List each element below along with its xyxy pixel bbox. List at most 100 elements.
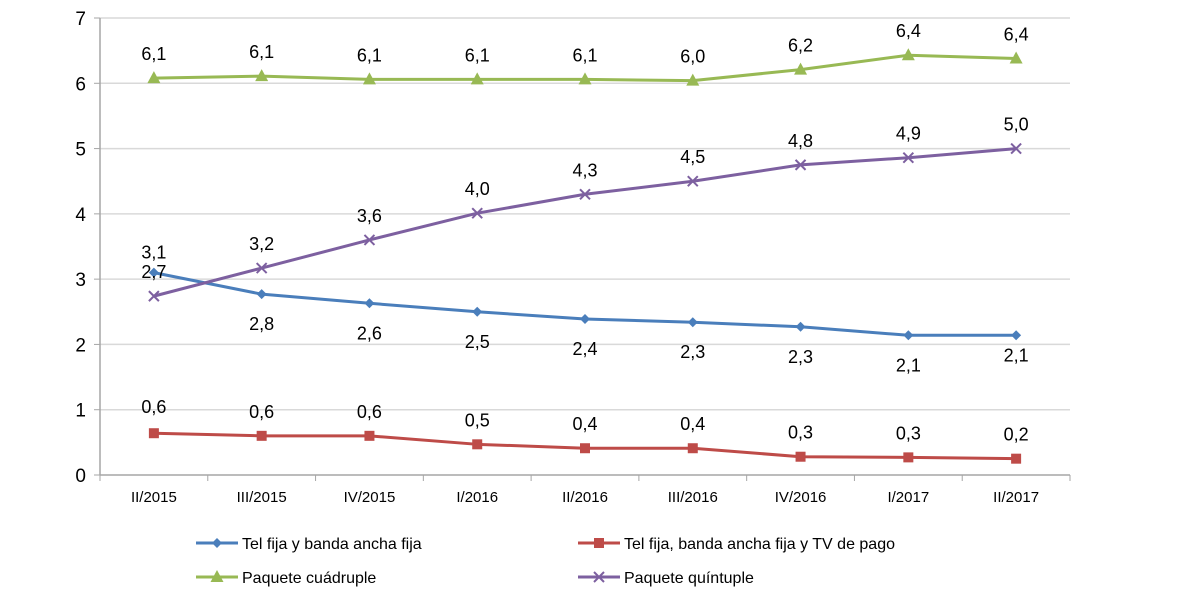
x-marker (363, 234, 376, 246)
data-label: 6,1 (357, 45, 382, 65)
x-marker (148, 290, 160, 302)
data-label: 6,1 (572, 45, 597, 65)
data-label: 4,9 (896, 124, 921, 144)
diamond-marker (687, 317, 698, 328)
data-label: 3,1 (141, 243, 166, 263)
diamond-marker (1011, 330, 1022, 341)
legend: Tel fija y banda ancha fija Tel fija, ban… (196, 536, 895, 587)
triangle-marker (147, 71, 161, 84)
data-label: 0,3 (788, 423, 813, 443)
diamond-marker (364, 298, 375, 309)
data-label: 3,2 (249, 234, 274, 254)
legend-item: Paquete quíntuple (578, 570, 754, 587)
y-tick-label: 6 (75, 74, 86, 95)
legend-item: Paquete cuádruple (196, 570, 376, 587)
data-label: 4,0 (465, 179, 490, 199)
triangle-marker (255, 69, 269, 82)
data-label: 0,3 (896, 423, 921, 443)
axes (99, 18, 1070, 476)
data-label: 2,5 (465, 332, 490, 352)
y-tick-label: 0 (75, 466, 86, 487)
y-tick-label: 5 (75, 140, 86, 161)
data-label: 2,7 (141, 262, 166, 282)
x-tick-label: I/2016 (456, 489, 498, 506)
x-tick-label: II/2017 (993, 489, 1039, 506)
data-label: 4,8 (788, 131, 813, 151)
x-marker (593, 571, 605, 583)
x-marker (902, 152, 915, 164)
x-marker (579, 188, 591, 200)
legend-label: Tel fija y banda ancha fija (242, 536, 422, 553)
x-axis-ticks: II/2015 III/2015 IV/2015 I/2016 II/2016 III/2… (99, 475, 1071, 506)
data-label: 0,4 (680, 414, 705, 434)
x-marker (794, 159, 807, 171)
series-paquete-cu-druple (147, 48, 1023, 86)
data-label: 6,1 (249, 42, 274, 62)
triangle-marker (578, 72, 592, 85)
square-marker (594, 538, 604, 548)
data-label: 2,3 (680, 342, 705, 362)
diamond-marker (472, 306, 483, 317)
x-tick-label: III/2015 (237, 489, 287, 506)
diamond-marker (580, 313, 590, 324)
legend-item: Tel fija, banda ancha fija y TV de pago (578, 536, 895, 553)
legend-label: Paquete quíntuple (624, 570, 754, 587)
data-label: 2,3 (788, 347, 813, 367)
x-tick-label: II/2015 (131, 489, 177, 506)
data-label: 4,3 (572, 160, 597, 180)
square-marker (580, 443, 590, 454)
x-tick-label: IV/2015 (344, 489, 396, 506)
diamond-marker (903, 330, 914, 341)
data-label: 6,2 (788, 36, 813, 56)
x-marker (687, 175, 699, 187)
data-label: 0,6 (249, 402, 274, 422)
square-marker (1011, 453, 1022, 464)
data-label: 0,6 (357, 402, 382, 422)
square-marker (687, 443, 698, 454)
data-label: 0,2 (1004, 425, 1029, 445)
data-label: 6,4 (896, 21, 921, 41)
series-group (147, 48, 1023, 464)
y-tick-label: 1 (75, 401, 86, 422)
data-label: 2,8 (249, 314, 274, 334)
x-marker (471, 207, 483, 219)
y-tick-label: 3 (75, 270, 86, 291)
triangle-marker (794, 62, 808, 75)
data-label: 5,0 (1004, 115, 1029, 135)
x-marker (255, 262, 268, 274)
triangle-marker (1009, 51, 1023, 64)
data-label: 0,6 (141, 397, 166, 417)
data-label: 6,1 (141, 44, 166, 64)
y-tick-label: 7 (75, 9, 86, 30)
x-tick-label: III/2016 (668, 489, 718, 506)
data-label: 6,1 (465, 45, 490, 65)
diamond-marker (795, 321, 806, 332)
x-tick-label: II/2016 (562, 489, 608, 506)
data-label: 0,4 (572, 414, 597, 434)
y-tick-label: 2 (75, 335, 86, 356)
square-marker (472, 439, 483, 450)
y-axis-ticks: 0 1 2 3 4 5 6 7 (75, 9, 100, 487)
series-tel-fija-y-banda-ancha-fija (148, 267, 1022, 341)
data-label: 2,1 (896, 355, 921, 375)
x-tick-label: IV/2016 (775, 489, 827, 506)
y-tick-label: 4 (75, 205, 86, 226)
data-labels: 3,1 2,8 2,6 2,5 2,4 2,3 2,3 2,1 2,1 0,6 0,6 0,6 0,5 0… (141, 21, 1028, 444)
square-marker (903, 452, 914, 463)
diamond-marker (212, 538, 222, 548)
series-paquete-qu-ntuple (148, 142, 1022, 302)
square-marker (795, 451, 806, 462)
data-label: 2,1 (1004, 345, 1029, 365)
legend-label: Paquete cuádruple (242, 570, 376, 587)
x-marker (1010, 142, 1022, 155)
data-label: 0,5 (465, 410, 490, 430)
triangle-marker (362, 72, 376, 85)
series-line (153, 271, 1017, 337)
legend-label: Tel fija, banda ancha fija y TV de pago (624, 536, 895, 553)
diamond-marker (148, 267, 159, 278)
data-label: 2,6 (357, 323, 382, 343)
data-label: 6,4 (1004, 24, 1029, 44)
series-tel-fija-banda-ancha-fija-y-tv-de-pago (148, 428, 1022, 464)
x-tick-label: I/2017 (887, 489, 929, 506)
